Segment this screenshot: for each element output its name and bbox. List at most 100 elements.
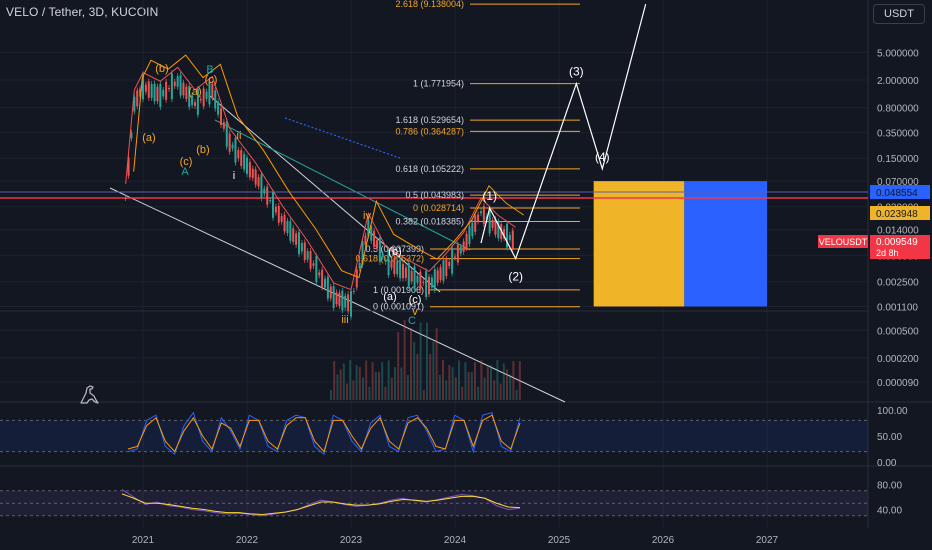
candle [292,228,295,242]
volume-bar [477,386,480,400]
candle [428,276,430,295]
volume-bar [502,363,505,400]
candle [488,208,491,234]
price-axis-label: 0.070000 [877,177,919,188]
volume-bar [358,367,361,400]
volume-bar [394,367,396,400]
volume-bar [429,353,432,400]
candle [416,275,419,283]
candle [451,247,454,274]
candle [191,95,194,106]
wave-label: i [233,170,235,182]
moving-average-orange [133,54,524,279]
wave-label: (c) [205,74,218,86]
price-axis-label: 0.014000 [877,226,919,237]
candle [309,251,312,269]
candle [220,108,222,125]
candle [196,88,199,115]
candle [399,260,402,279]
price-badge-value: 0.023948 [876,209,918,220]
volume-bar [448,365,451,400]
candle [272,192,274,218]
time-axis-label: 2027 [756,535,779,546]
volume-bar [355,365,358,400]
fib-level-label: 0.786 (0.364287) [395,126,464,136]
volume-bar [349,360,352,400]
wave-label: (a) [383,291,396,303]
candle [217,101,220,115]
volume-bar [442,360,444,400]
falling-wedge-upper [209,95,441,293]
candle [208,81,211,105]
candle [321,269,324,288]
rsi-line [121,489,521,517]
wave-label: (4) [595,150,610,164]
candle [295,233,298,245]
candle [352,291,355,293]
candle [344,295,347,308]
candle [211,83,214,98]
volume-bar [374,371,377,400]
candle [373,230,376,247]
candle [347,294,350,312]
volume-bar [330,390,332,400]
fib-level-label: 0.618 (0.005372) [355,254,424,264]
candle [315,256,318,283]
candle [442,260,445,281]
currency-button[interactable]: USDT [873,4,925,24]
volume-bar [474,362,476,400]
volume-bar [451,367,454,400]
volume-bar [410,328,412,400]
volume-bar [506,369,508,400]
candle [384,259,387,262]
candle [225,121,228,147]
price-axis-label: 0.002500 [877,278,919,289]
candle [459,246,462,254]
candle [260,174,263,199]
trend-line-dotted [284,117,401,159]
candle [298,232,300,255]
volume-bar [397,332,400,400]
volume-bar [413,341,416,400]
candle [508,234,511,241]
candle [332,286,335,309]
volume-bar [346,383,348,400]
candle [494,218,497,235]
price-badge [870,185,930,199]
volume-bar [518,361,521,400]
candle [194,102,196,107]
candle [387,249,390,276]
volume-bar [512,361,515,400]
time-axis-label: 2023 [340,535,363,546]
candle [246,157,248,174]
volume-bar [390,377,393,400]
candle [430,277,433,288]
price-badge-value: 0.048554 [876,188,918,199]
wave-label: (1) [482,189,497,203]
candle [199,98,202,101]
wave-label: v [412,306,418,318]
price-axis-label: 2.000000 [877,76,919,87]
candle [165,81,168,100]
candle [361,241,364,265]
candle [263,188,266,194]
candle [462,241,465,252]
candle [318,272,321,276]
volume-bar [362,377,364,400]
candle [480,211,482,214]
candle [162,89,165,97]
candle [367,219,370,236]
candle [491,219,494,228]
candle [350,291,352,317]
candle [277,205,280,223]
volume-bar [499,383,502,400]
elliott-projection-path [480,4,647,261]
wave-label: (b) [155,63,168,75]
candle [448,261,451,267]
volume-bar [445,380,448,400]
volume-bar [368,386,371,400]
candle [341,290,344,311]
candle [312,263,315,266]
volume-bar [426,322,428,400]
